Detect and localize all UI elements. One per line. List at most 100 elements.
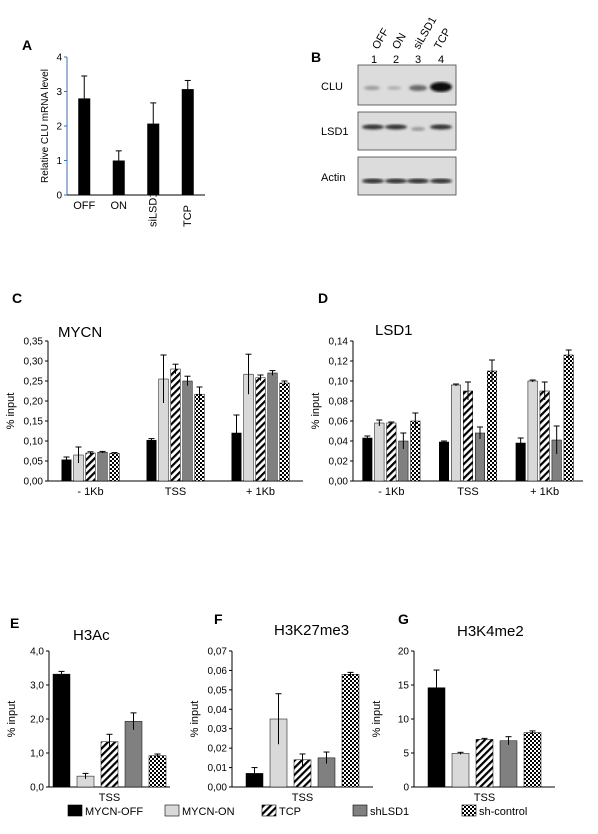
- blot-band-actin-1: [362, 178, 384, 184]
- bar-1kb-shlsd1: [97, 451, 108, 482]
- chart-title: LSD1: [375, 322, 413, 339]
- bar-1kb-sh-control: [410, 420, 421, 482]
- y-tick-label: 0,35: [24, 337, 44, 348]
- y-tick-label: 4,0: [30, 647, 44, 658]
- blot-lane-number-1: 1: [371, 54, 377, 66]
- chart-e: 0,0 1,0 2,0 3,0 4,0 % input H3Ac TSS: [6, 627, 170, 804]
- blot-lane-number-3: 3: [415, 54, 421, 66]
- panel-letter-e: E: [10, 615, 19, 631]
- legend-label-shlsd1: shLSD1: [370, 806, 409, 818]
- blot-lane-label-off: OFF: [370, 26, 392, 51]
- bar-1kb-tcp: [386, 422, 397, 482]
- x-tick-label: + 1Kb: [246, 486, 275, 498]
- panel-letter-c: C: [12, 290, 22, 306]
- y-tick-label: 4: [56, 53, 62, 64]
- y-tick-label: 15: [398, 681, 410, 692]
- bar-silsd1: [147, 123, 160, 195]
- bar-tss-sh-control: [523, 732, 542, 788]
- y-tick-label: 0,04: [329, 437, 349, 448]
- blot-lane-number-2: 2: [393, 54, 399, 66]
- bar-tss-shlsd1: [499, 740, 518, 788]
- bar-1kb-shlsd1: [267, 372, 278, 482]
- bar-1kb-mycn-on: [374, 422, 385, 482]
- blot-band-lsd1-4: [430, 124, 452, 130]
- y-tick-label: 0,10: [329, 377, 349, 388]
- y-tick-label: 2: [56, 122, 62, 133]
- panel-letter-f: F: [214, 611, 223, 627]
- blot-strip-lsd1: [357, 111, 457, 151]
- blot-band-actin-2: [385, 178, 407, 184]
- blot-strip-actin: [357, 156, 457, 196]
- bar-1kb-mycn-off: [515, 442, 526, 482]
- x-tick-label: TSS: [474, 792, 495, 804]
- legend-label-mycn-off: MYCN-OFF: [85, 806, 143, 818]
- x-tick-label: TCP: [182, 205, 194, 227]
- bar-1kb-tcp: [255, 377, 266, 482]
- bar-tss-mycn-off: [439, 441, 449, 482]
- x-tick-label: ON: [111, 200, 128, 212]
- blot-band-lsd1-2: [385, 124, 407, 130]
- blot-band-lsd1-3: [411, 127, 425, 131]
- bar-off: [78, 98, 91, 195]
- y-tick-label: 0,05: [24, 457, 44, 468]
- chart-title: H3K4me2: [457, 623, 524, 640]
- bar-1kb-mycn-off: [362, 437, 373, 482]
- bar-tss-mycn-off: [146, 439, 157, 482]
- bar-tss-tcp: [475, 739, 494, 788]
- chart-c: 0,00 0,05 0,10 0,15 0,20 0,25 0,30 0,35 % input M…: [5, 324, 303, 498]
- bar-tss-shlsd1: [475, 432, 485, 482]
- legend-swatch-mycn-on: [164, 804, 180, 817]
- y-tick-label: 3,0: [30, 681, 44, 692]
- legend-label-sh-control: sh-control: [479, 806, 527, 818]
- y-axis-label: % input: [310, 393, 322, 430]
- y-tick-label: 0,0: [30, 783, 44, 794]
- x-tick-label: - 1Kb: [77, 486, 103, 498]
- y-tick-label: 0,03: [208, 724, 228, 735]
- bar-tss-shlsd1: [124, 721, 143, 788]
- y-tick-label: 1: [56, 156, 62, 167]
- y-tick-label: 0,12: [329, 357, 349, 368]
- y-tick-label: 0,06: [208, 666, 228, 677]
- blot-band-clu-1: [364, 86, 380, 90]
- y-tick-label: 0,20: [24, 397, 44, 408]
- legend: MYCN-OFF MYCN-ON TCP shLSD1 sh-control: [67, 804, 527, 818]
- blot-band-actin-3: [407, 178, 429, 184]
- blot-lane-label-on: ON: [390, 31, 409, 51]
- y-axis-label: % input: [5, 393, 17, 430]
- bar-tss-mycn-off: [52, 673, 71, 788]
- y-tick-label: 10: [398, 715, 410, 726]
- y-axis-label: Relative CLU mRNA level: [40, 69, 51, 183]
- y-tick-label: 0,05: [208, 685, 228, 696]
- bar-tss-tcp: [170, 368, 181, 482]
- y-tick-label: 5: [403, 749, 409, 760]
- chart-d: 0,00 0,02 0,04 0,06 0,08 0,10 0,12 0,14 % input L…: [310, 322, 583, 498]
- y-tick-label: 0,07: [208, 647, 228, 658]
- legend-swatch-tcp: [261, 804, 277, 817]
- y-tick-label: 3: [56, 87, 62, 98]
- x-tick-label: siLSD1: [147, 192, 159, 227]
- y-tick-label: 0,30: [24, 357, 44, 368]
- x-tick-label: + 1Kb: [530, 486, 559, 498]
- x-tick-label: - 1Kb: [378, 486, 404, 498]
- bar-tss-sh-control: [341, 674, 360, 788]
- y-tick-label: 0: [403, 783, 409, 794]
- bar-1kb-tcp: [85, 452, 96, 482]
- y-tick-label: 0,25: [24, 377, 44, 388]
- y-tick-label: 0,00: [24, 477, 44, 488]
- chart-g: 0 5 10 15 20 % input H3K4me2 TSS: [371, 623, 555, 804]
- blot-lane-number-4: 4: [438, 54, 444, 66]
- y-tick-label: 1,0: [30, 749, 44, 760]
- x-tick-label: TSS: [457, 486, 478, 498]
- x-tick-label: TSS: [99, 792, 120, 804]
- panel-letter-d: D: [318, 290, 328, 306]
- bar-tss-shlsd1: [182, 380, 193, 482]
- western-blot: OFF ON siLSD1 TCP 1 2 3 4 CLU LSD1 Actin: [321, 15, 457, 196]
- bar-1kb-mycn-on: [527, 380, 538, 482]
- y-tick-label: 0,00: [208, 783, 228, 794]
- y-axis-label: % input: [189, 701, 201, 738]
- y-tick-label: 0,15: [24, 417, 44, 428]
- chart-title: H3K27me3: [274, 622, 349, 639]
- x-tick-label: TSS: [165, 486, 186, 498]
- y-tick-label: 0: [56, 191, 62, 202]
- legend-swatch-sh-control: [461, 804, 477, 817]
